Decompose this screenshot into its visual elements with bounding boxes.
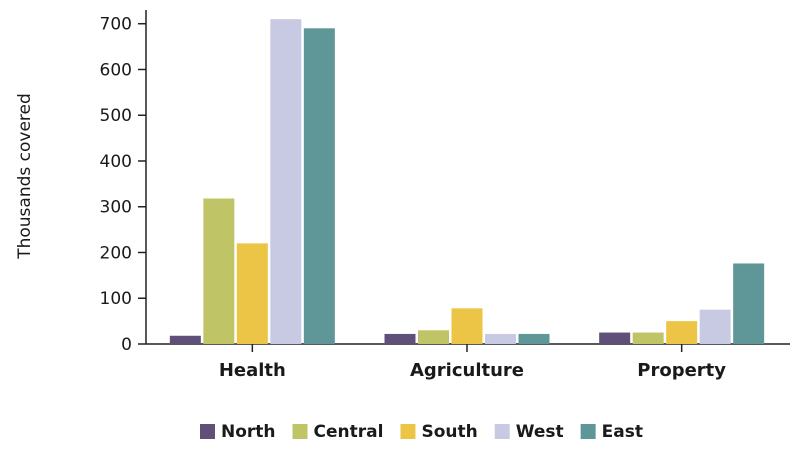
category-label: Agriculture — [410, 360, 524, 381]
legend-swatch-south — [400, 424, 416, 439]
y-tick-label: 300 — [100, 198, 132, 218]
y-tick-label: 500 — [100, 106, 132, 126]
bar-south-agriculture — [451, 308, 483, 344]
legend-label-south: South — [421, 422, 477, 442]
category-label: Property — [637, 360, 726, 381]
legend: North Central South West East — [200, 422, 643, 442]
legend-swatch-west — [494, 424, 510, 439]
y-tick-label: 0 — [121, 335, 132, 355]
bar-south-property — [666, 321, 698, 344]
bar-east-property — [733, 263, 765, 344]
bar-north-property — [599, 332, 631, 344]
category-label: Health — [219, 360, 286, 381]
bar-west-property — [699, 309, 731, 344]
legend-swatch-north — [200, 424, 216, 439]
y-axis: 0 100 200 300 400 500 600 700 — [100, 10, 147, 355]
bar-west-health — [270, 19, 302, 344]
legend-label-west: West — [516, 422, 564, 442]
bar-south-health — [236, 243, 268, 344]
bars — [169, 19, 765, 345]
y-tick-label: 100 — [100, 289, 132, 309]
y-tick-label: 700 — [100, 15, 132, 35]
legend-swatch-central — [292, 424, 308, 439]
legend-label-north: North — [221, 422, 276, 442]
y-tick-label: 200 — [100, 243, 132, 263]
legend-swatch-east — [580, 424, 596, 439]
bar-central-property — [632, 332, 664, 344]
legend-label-east: East — [602, 422, 643, 442]
bar-west-agriculture — [485, 333, 516, 344]
bar-central-health — [203, 198, 235, 344]
x-axis: Health Agriculture Property — [146, 343, 790, 381]
bar-east-agriculture — [518, 333, 550, 344]
bar-north-agriculture — [384, 333, 416, 344]
y-tick-label: 400 — [100, 152, 132, 172]
bar-central-agriculture — [418, 330, 449, 344]
y-tick-label: 600 — [100, 60, 132, 80]
legend-label-central: Central — [314, 422, 384, 442]
y-axis-title: Thousands covered — [15, 93, 35, 260]
bar-east-health — [303, 28, 335, 345]
bar-north-health — [169, 335, 201, 344]
